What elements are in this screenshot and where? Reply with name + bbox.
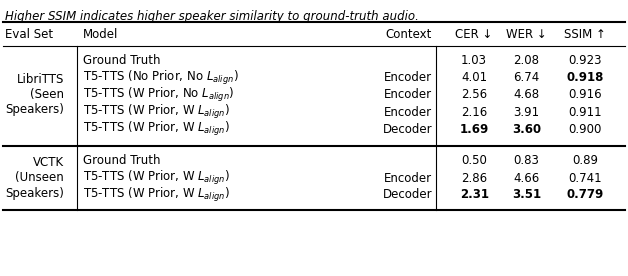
Text: T5-TTS (W Prior, W $L_{align}$): T5-TTS (W Prior, W $L_{align}$) [83,103,230,121]
Text: 0.741: 0.741 [568,171,602,184]
Text: 0.911: 0.911 [568,105,602,118]
Text: 6.74: 6.74 [513,71,539,84]
Text: T5-TTS (W Prior, W $L_{align}$): T5-TTS (W Prior, W $L_{align}$) [83,120,230,138]
Text: 2.56: 2.56 [461,89,487,102]
Text: 0.916: 0.916 [568,89,602,102]
Text: Encoder: Encoder [384,105,432,118]
Text: T5-TTS (No Prior, No $L_{align}$): T5-TTS (No Prior, No $L_{align}$) [83,69,239,87]
Text: VCTK
(Unseen
Speakers): VCTK (Unseen Speakers) [5,156,64,200]
Text: T5-TTS (W Prior, W $L_{align}$): T5-TTS (W Prior, W $L_{align}$) [83,169,230,187]
Text: 3.51: 3.51 [512,189,541,201]
Text: 4.68: 4.68 [513,89,539,102]
Text: Encoder: Encoder [384,171,432,184]
Text: 0.50: 0.50 [461,155,487,168]
Text: Ground Truth: Ground Truth [83,155,160,168]
Text: 0.89: 0.89 [572,155,598,168]
Text: LibriTTS
(Seen
Speakers): LibriTTS (Seen Speakers) [5,73,64,116]
Text: 3.91: 3.91 [513,105,539,118]
Text: 2.31: 2.31 [460,189,489,201]
Text: 4.01: 4.01 [461,71,487,84]
Text: 2.16: 2.16 [461,105,487,118]
Text: Decoder: Decoder [382,123,432,136]
Text: T5-TTS (W Prior, No $L_{align}$): T5-TTS (W Prior, No $L_{align}$) [83,86,234,104]
Text: Context: Context [386,28,432,41]
Text: 0.83: 0.83 [513,155,539,168]
Text: 3.60: 3.60 [512,123,541,136]
Text: 4.66: 4.66 [513,171,539,184]
Text: 1.03: 1.03 [461,54,487,67]
Text: 0.900: 0.900 [568,123,602,136]
Text: 0.923: 0.923 [568,54,602,67]
Text: Model: Model [83,28,118,41]
Text: T5-TTS (W Prior, W $L_{align}$): T5-TTS (W Prior, W $L_{align}$) [83,186,230,204]
Text: Decoder: Decoder [382,189,432,201]
Text: 0.779: 0.779 [566,189,604,201]
Text: Eval Set: Eval Set [5,28,53,41]
Text: 2.86: 2.86 [461,171,487,184]
Text: SSIM ↑: SSIM ↑ [565,28,606,41]
Text: WER ↓: WER ↓ [506,28,546,41]
Text: 2.08: 2.08 [513,54,539,67]
Text: 1.69: 1.69 [460,123,489,136]
Text: 0.918: 0.918 [566,71,604,84]
Text: Ground Truth: Ground Truth [83,54,160,67]
Text: Higher SSIM indicates higher speaker similarity to ground-truth audio.: Higher SSIM indicates higher speaker sim… [5,10,419,23]
Text: Encoder: Encoder [384,71,432,84]
Text: CER ↓: CER ↓ [455,28,493,41]
Text: Encoder: Encoder [384,89,432,102]
